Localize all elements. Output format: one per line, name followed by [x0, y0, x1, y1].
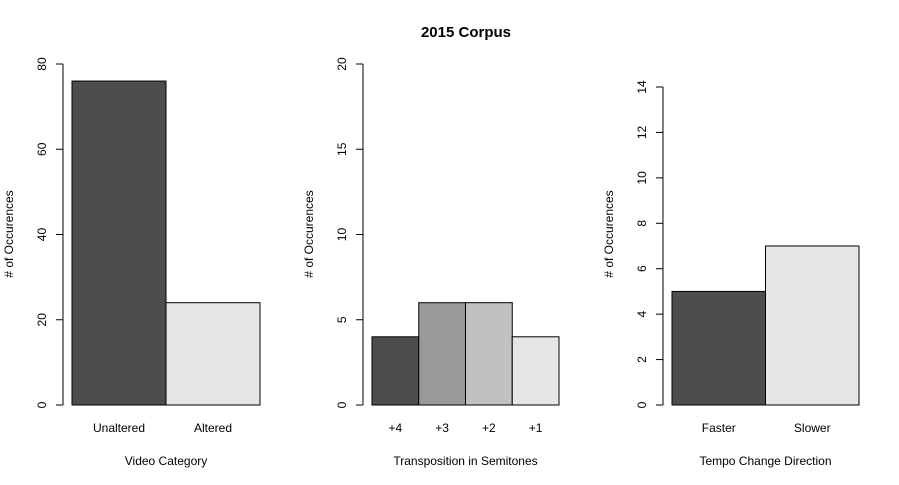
- bar-2-2: [465, 302, 513, 406]
- y-tick-label: 10: [335, 228, 349, 242]
- bar-1-2: [511, 336, 560, 406]
- y-tick-label: 60: [35, 142, 49, 156]
- y-axis-label-2: # of Occurences: [302, 190, 316, 277]
- bar-faster-3: [671, 290, 766, 406]
- bar-4-2: [371, 336, 420, 406]
- y-tick-label: 0: [635, 401, 649, 408]
- x-category-label: +1: [529, 421, 543, 435]
- x-axis-label-3: Tempo Change Direction: [699, 454, 831, 468]
- y-tick-label: 80: [35, 57, 49, 71]
- x-category-label: Faster: [702, 421, 736, 435]
- y-axis-label-3: # of Occurences: [602, 190, 616, 277]
- y-tick-label: 14: [635, 80, 649, 94]
- y-tick-label: 12: [635, 125, 649, 139]
- x-axis-label-2: Transposition in Semitones: [393, 454, 537, 468]
- y-tick-label: 15: [335, 142, 349, 156]
- y-tick-label: 8: [635, 220, 649, 227]
- y-axis-label-1: # of Occurences: [2, 190, 16, 277]
- y-tick-label: 0: [335, 401, 349, 408]
- y-tick-label: 20: [335, 57, 349, 71]
- x-category-label: +2: [482, 421, 496, 435]
- y-tick-label: 20: [35, 313, 49, 327]
- x-category-label: Unaltered: [93, 421, 145, 435]
- x-axis-label-1: Video Category: [125, 454, 208, 468]
- y-tick-label: 2: [635, 356, 649, 363]
- bar-slower-3: [765, 245, 860, 406]
- bar-altered-1: [165, 302, 261, 406]
- x-category-label: +3: [435, 421, 449, 435]
- x-category-label: Altered: [194, 421, 232, 435]
- y-tick-label: 6: [635, 265, 649, 272]
- y-tick-label: 5: [335, 316, 349, 323]
- y-tick-label: 4: [635, 310, 649, 317]
- x-category-label: Slower: [794, 421, 831, 435]
- figure-title: 2015 Corpus: [421, 24, 511, 41]
- y-tick-label: 40: [35, 228, 49, 242]
- bar-3-2: [418, 302, 466, 406]
- x-category-label: +4: [389, 421, 403, 435]
- y-tick-label: 10: [635, 171, 649, 185]
- bar-unaltered-1: [71, 80, 167, 406]
- y-tick-label: 0: [35, 401, 49, 408]
